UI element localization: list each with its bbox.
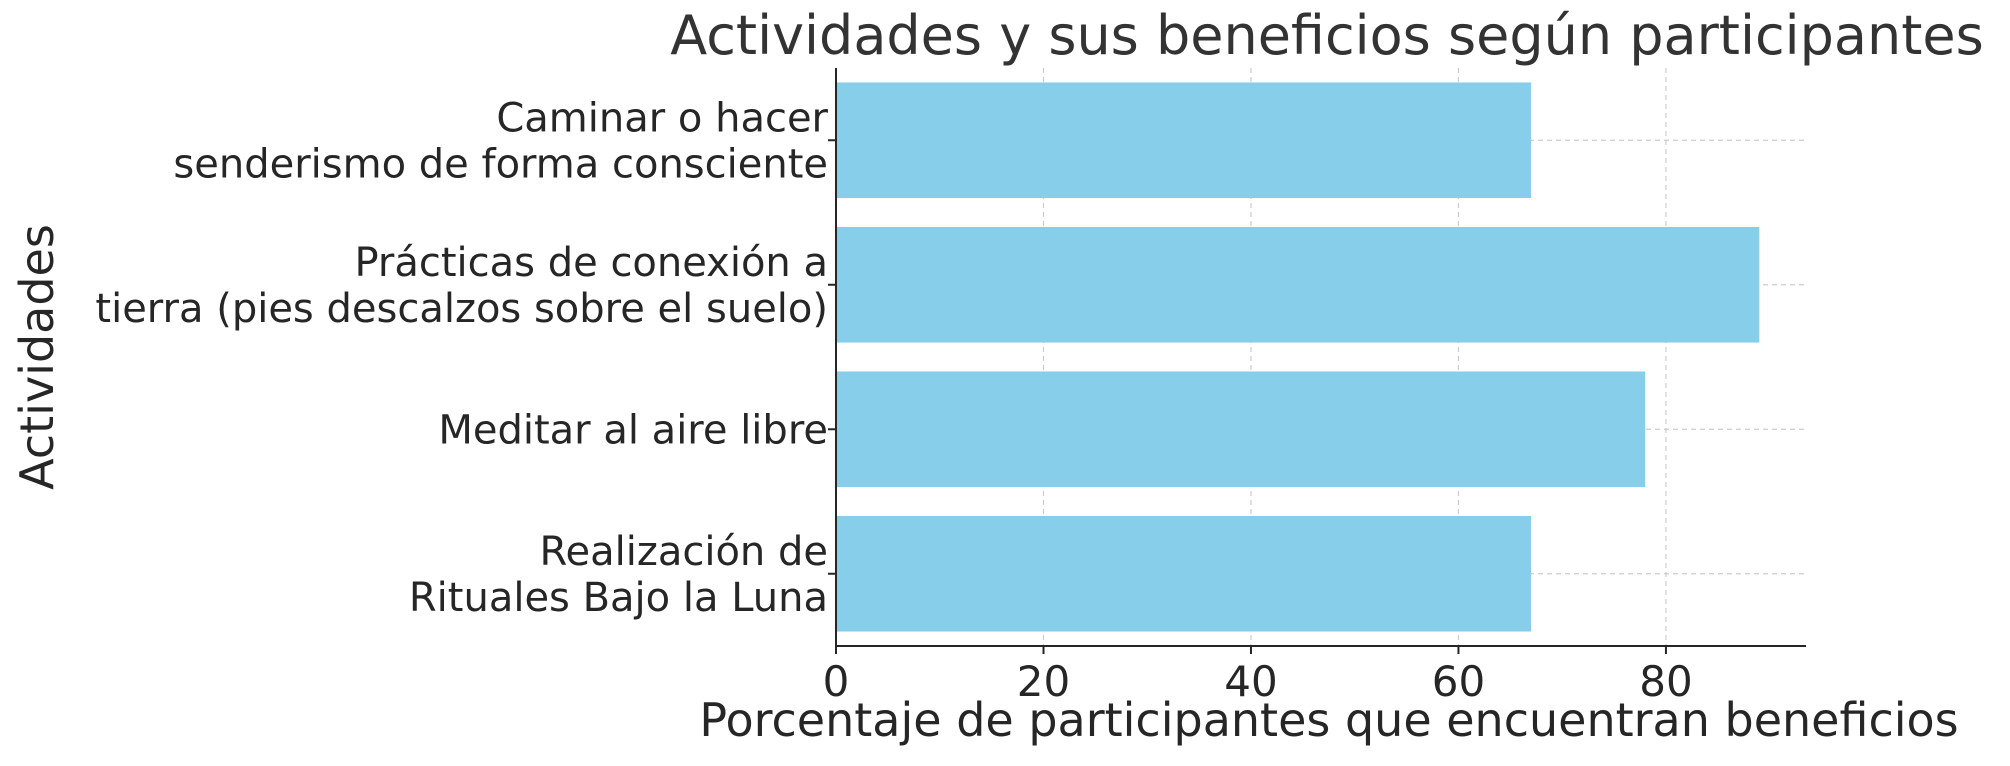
x-axis-label: Porcentaje de participantes que encuentr… <box>699 693 1958 747</box>
x-tick-labels: 0 20 40 60 80 <box>823 646 1693 706</box>
x-tick-label: 0 <box>823 657 850 706</box>
bars <box>836 82 1760 632</box>
y-category-label: Rituales Bajo la Luna <box>409 575 828 621</box>
y-category-label: tierra (pies descalzos sobre el suelo) <box>95 286 828 332</box>
bar <box>836 82 1532 199</box>
x-tick-label: 60 <box>1432 657 1485 706</box>
x-tick-label: 80 <box>1639 657 1692 706</box>
y-axis-label: Actividades <box>10 224 64 490</box>
x-tick-label: 20 <box>1017 657 1070 706</box>
y-category-label: Realización de <box>540 529 829 575</box>
axes <box>835 68 1806 647</box>
y-category-label: Prácticas de conexión a <box>355 240 829 286</box>
bar <box>836 371 1646 488</box>
bar <box>836 226 1760 343</box>
y-category-label: senderismo de forma consciente <box>173 141 828 187</box>
bar <box>836 515 1532 632</box>
x-tick-label: 40 <box>1224 657 1277 706</box>
chart-title: Actividades y sus beneficios según parti… <box>670 4 1984 67</box>
y-category-label: Meditar al aire libre <box>438 407 828 453</box>
y-category-label: Caminar o hacer <box>496 95 828 141</box>
